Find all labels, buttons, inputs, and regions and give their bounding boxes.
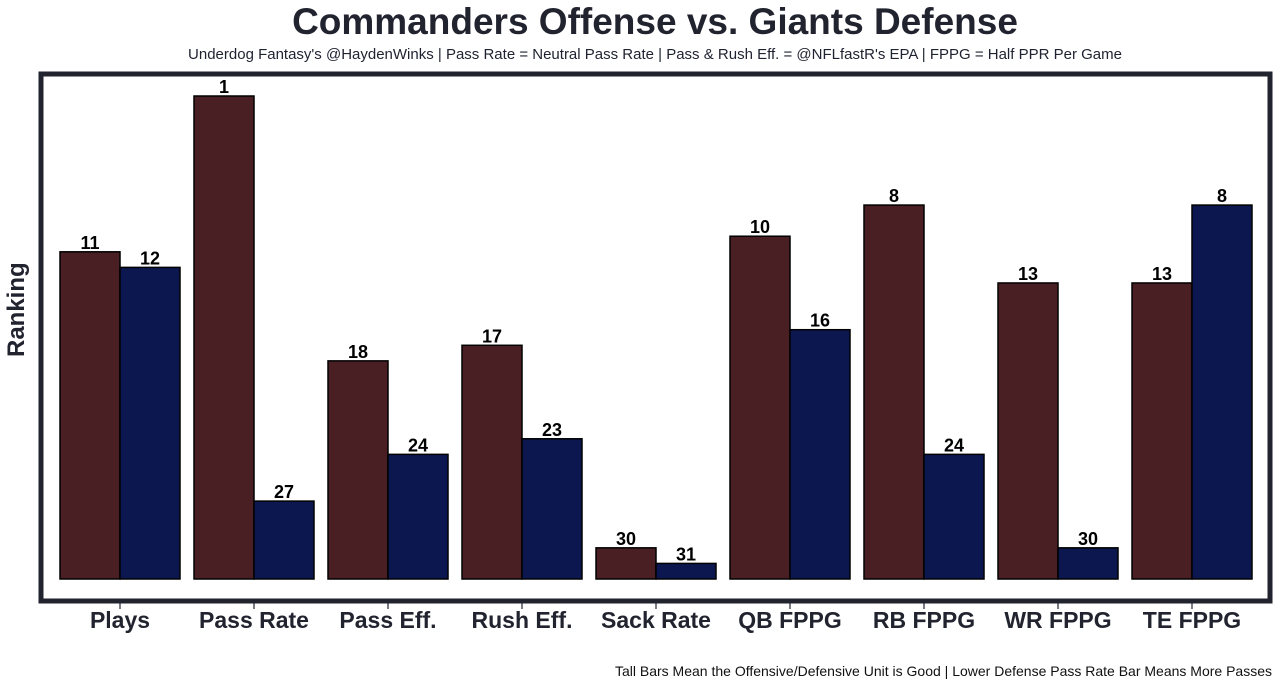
- data-label-defense: 27: [274, 482, 294, 502]
- bar-defense: [119, 266, 181, 580]
- bar-offense: [461, 344, 523, 580]
- data-label-offense: 17: [482, 326, 502, 346]
- bar-offense: [863, 204, 925, 580]
- bar-defense: [655, 562, 717, 580]
- chart-subtitle: Underdog Fantasy's @HaydenWinks | Pass R…: [188, 46, 1122, 63]
- x-tick-label: Plays: [90, 607, 150, 633]
- data-label-offense: 11: [80, 233, 99, 253]
- data-label-offense: 30: [616, 529, 636, 549]
- bar-defense: [789, 328, 851, 580]
- data-label-defense: 24: [408, 435, 428, 455]
- x-tick-label: Pass Rate: [199, 607, 309, 633]
- bar-offense: [997, 282, 1059, 580]
- x-tick-label: WR FPPG: [1004, 607, 1111, 633]
- x-tick-label: TE FPPG: [1143, 607, 1241, 633]
- x-tick-label: Sack Rate: [601, 607, 711, 633]
- data-label-offense: 8: [889, 186, 899, 206]
- data-label-defense: 31: [676, 544, 696, 564]
- x-tick-label: Rush Eff.: [472, 607, 573, 633]
- bar-offense: [59, 251, 121, 580]
- data-label-defense: 30: [1078, 529, 1098, 549]
- data-label-offense: 1: [219, 77, 229, 97]
- data-label-defense: 12: [140, 248, 160, 268]
- x-tick-label: RB FPPG: [873, 607, 975, 633]
- bar-defense: [1057, 547, 1119, 580]
- bar-offense: [327, 360, 389, 580]
- data-label-defense: 8: [1217, 186, 1227, 206]
- bar-defense: [521, 438, 583, 580]
- bar-offense: [729, 235, 791, 580]
- x-tick-label: Pass Eff.: [339, 607, 436, 633]
- bar-defense: [1191, 204, 1253, 580]
- bar-defense: [387, 453, 449, 580]
- x-tick-label: QB FPPG: [738, 607, 842, 633]
- data-label-offense: 13: [1018, 264, 1038, 284]
- bar-offense: [193, 95, 255, 580]
- data-label-defense: 24: [944, 435, 964, 455]
- chart-footnote: Tall Bars Mean the Offensive/Defensive U…: [614, 663, 1272, 679]
- data-label-defense: 23: [542, 420, 562, 440]
- bar-defense: [253, 500, 315, 580]
- bar-offense: [1131, 282, 1193, 580]
- chart-title: Commanders Offense vs. Giants Defense: [292, 1, 1018, 42]
- bar-defense: [923, 453, 985, 580]
- bar-offense: [595, 547, 657, 580]
- data-label-offense: 13: [1152, 264, 1172, 284]
- data-label-defense: 16: [810, 311, 830, 331]
- data-label-offense: 18: [348, 342, 368, 362]
- data-label-offense: 10: [750, 217, 770, 237]
